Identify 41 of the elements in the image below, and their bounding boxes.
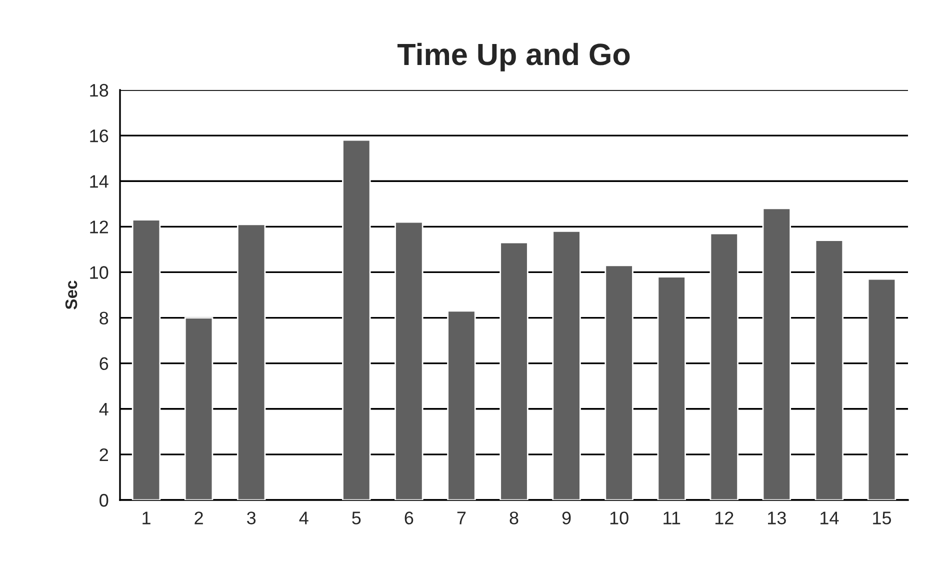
x-tick-label: 3 — [247, 512, 256, 524]
x-tick-label: 1 — [142, 512, 150, 524]
bar — [394, 221, 424, 500]
y-tick-label: 12 — [90, 220, 108, 234]
bar — [710, 232, 738, 500]
bar — [500, 242, 528, 500]
x-tick-label: 7 — [457, 512, 466, 524]
bar — [132, 219, 161, 500]
x-tick-label: 9 — [562, 512, 571, 524]
bar — [604, 264, 634, 500]
x-tick-label: 14 — [820, 512, 839, 524]
y-tick-label: 2 — [100, 448, 108, 461]
bar — [762, 208, 792, 500]
x-tick-label: 11 — [664, 512, 680, 524]
x-tick-label: 10 — [610, 512, 628, 524]
y-tick-label: 6 — [100, 357, 108, 370]
x-tick-label: 4 — [299, 512, 308, 524]
bar — [447, 310, 476, 500]
x-tick-label: 8 — [510, 512, 518, 524]
bar — [184, 317, 214, 500]
y-tick-label: 10 — [90, 266, 108, 279]
x-tick-label: 12 — [715, 512, 734, 524]
bar — [867, 278, 896, 500]
bar — [657, 276, 686, 500]
x-tick-label: 2 — [194, 512, 203, 524]
y-tick-label: 4 — [99, 403, 108, 416]
chart-title: Time Up and Go — [397, 42, 630, 72]
bar — [552, 230, 581, 500]
x-tick-label: 6 — [404, 512, 414, 524]
y-tick-label: 8 — [100, 312, 108, 324]
x-tick-label: 5 — [352, 512, 361, 524]
bar — [236, 224, 266, 500]
bar — [814, 240, 844, 500]
bar — [342, 139, 371, 500]
x-tick-label: 13 — [768, 512, 786, 524]
y-axis-title: Sec — [65, 280, 78, 310]
y-tick-label: 14 — [90, 175, 108, 188]
y-tick-label: 18 — [90, 84, 108, 97]
y-tick-label: 16 — [90, 129, 108, 142]
y-tick-label: 0 — [100, 494, 108, 507]
x-tick-label: 15 — [873, 512, 892, 524]
